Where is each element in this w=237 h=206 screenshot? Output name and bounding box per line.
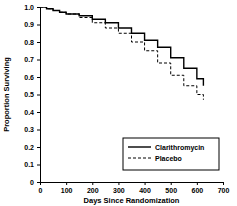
survival-line: [40, 7, 203, 86]
y-tick-mark: [37, 147, 40, 148]
x-tick-label: 300: [113, 187, 125, 194]
y-axis-title: Proportion Surviving: [2, 57, 11, 132]
x-tick-mark: [66, 182, 67, 185]
y-tick-label: 0.2: [24, 144, 34, 151]
legend-box: [123, 138, 219, 170]
legend: Clarithromycin Placebo: [123, 138, 219, 170]
x-tick: 600: [192, 182, 204, 194]
x-tick-mark: [145, 182, 146, 185]
y-tick: 0.8: [24, 39, 40, 46]
y-tick-label: 0.8: [24, 39, 34, 46]
plot: 0 100 200 300 400 500 600 700 0 0.1 0.2 0.3 0.4 0.5 0.…: [24, 4, 229, 194]
y-tick-mark: [37, 42, 40, 43]
legend-swatch: [128, 146, 151, 147]
chart: 0 100 200 300 400 500 600 700 0 0.1 0.2 0.3 0.4 0.5 0.…: [0, 0, 237, 206]
x-tick-mark: [118, 182, 119, 185]
y-tick-mark: [37, 182, 40, 183]
y-tick-label: 0.7: [24, 56, 34, 63]
x-axis-line: [41, 183, 224, 186]
y-tick-label: 0.9: [24, 21, 34, 28]
x-tick-label: 0: [39, 187, 43, 194]
x-tick: 500: [165, 182, 177, 194]
y-tick-mark: [37, 112, 40, 113]
survival-line: [40, 7, 203, 100]
y-tick-mark: [37, 25, 40, 26]
y-tick-label: 0.3: [24, 126, 34, 133]
x-axis: 0 100 200 300 400 500 600 700: [39, 182, 230, 194]
y-tick-label: 0.5: [24, 91, 34, 98]
y-tick-label: 0.4: [24, 109, 34, 116]
x-tick-mark: [223, 182, 224, 185]
y-tick-label: 0: [30, 179, 34, 186]
y-tick: 0.3: [24, 126, 40, 133]
y-tick: 1.0: [24, 4, 40, 11]
legend-swatch: [128, 158, 151, 159]
y-tick: 0.6: [24, 74, 40, 81]
y-tick-mark: [37, 165, 40, 166]
x-tick-label: 500: [165, 187, 177, 194]
x-tick: 300: [113, 182, 125, 194]
x-tick-mark: [171, 182, 172, 185]
y-tick: 0.4: [24, 109, 40, 116]
y-tick-mark: [37, 130, 40, 131]
x-tick-label: 400: [139, 187, 151, 194]
y-tick: 0.5: [24, 91, 40, 98]
y-tick-label: 0.6: [24, 74, 34, 81]
lines: [40, 7, 203, 100]
y-tick: 0.2: [24, 144, 40, 151]
x-tick: 400: [139, 182, 151, 194]
y-tick: 0: [30, 179, 40, 186]
x-tick-label: 200: [87, 187, 99, 194]
x-tick-mark: [197, 182, 198, 185]
x-tick: 200: [87, 182, 99, 194]
y-tick: 0.1: [24, 161, 40, 168]
x-tick-label: 100: [61, 187, 73, 194]
y-tick-label: 0.1: [24, 161, 34, 168]
legend-label: Clarithromycin: [155, 144, 204, 152]
y-tick-mark: [37, 7, 40, 8]
y-tick-mark: [37, 95, 40, 96]
y-axis: 0 0.1 0.2 0.3 0.4 0.5 0.6 0.7 0.8 0.9 1.0: [24, 4, 40, 186]
x-tick-mark: [92, 182, 93, 185]
x-tick: 0: [39, 182, 43, 194]
y-tick: 0.7: [24, 56, 40, 63]
x-tick: 700: [218, 182, 230, 194]
y-tick: 0.9: [24, 21, 40, 28]
x-axis-title: Days Since Randomization: [84, 196, 180, 205]
y-tick-mark: [37, 60, 40, 61]
x-tick-label: 700: [218, 187, 230, 194]
x-tick-label: 600: [192, 187, 204, 194]
y-tick-mark: [37, 77, 40, 78]
x-tick: 100: [61, 182, 73, 194]
y-tick-label: 1.0: [24, 4, 34, 11]
y-axis-line: [37, 8, 41, 183]
legend-label: Placebo: [155, 155, 182, 162]
